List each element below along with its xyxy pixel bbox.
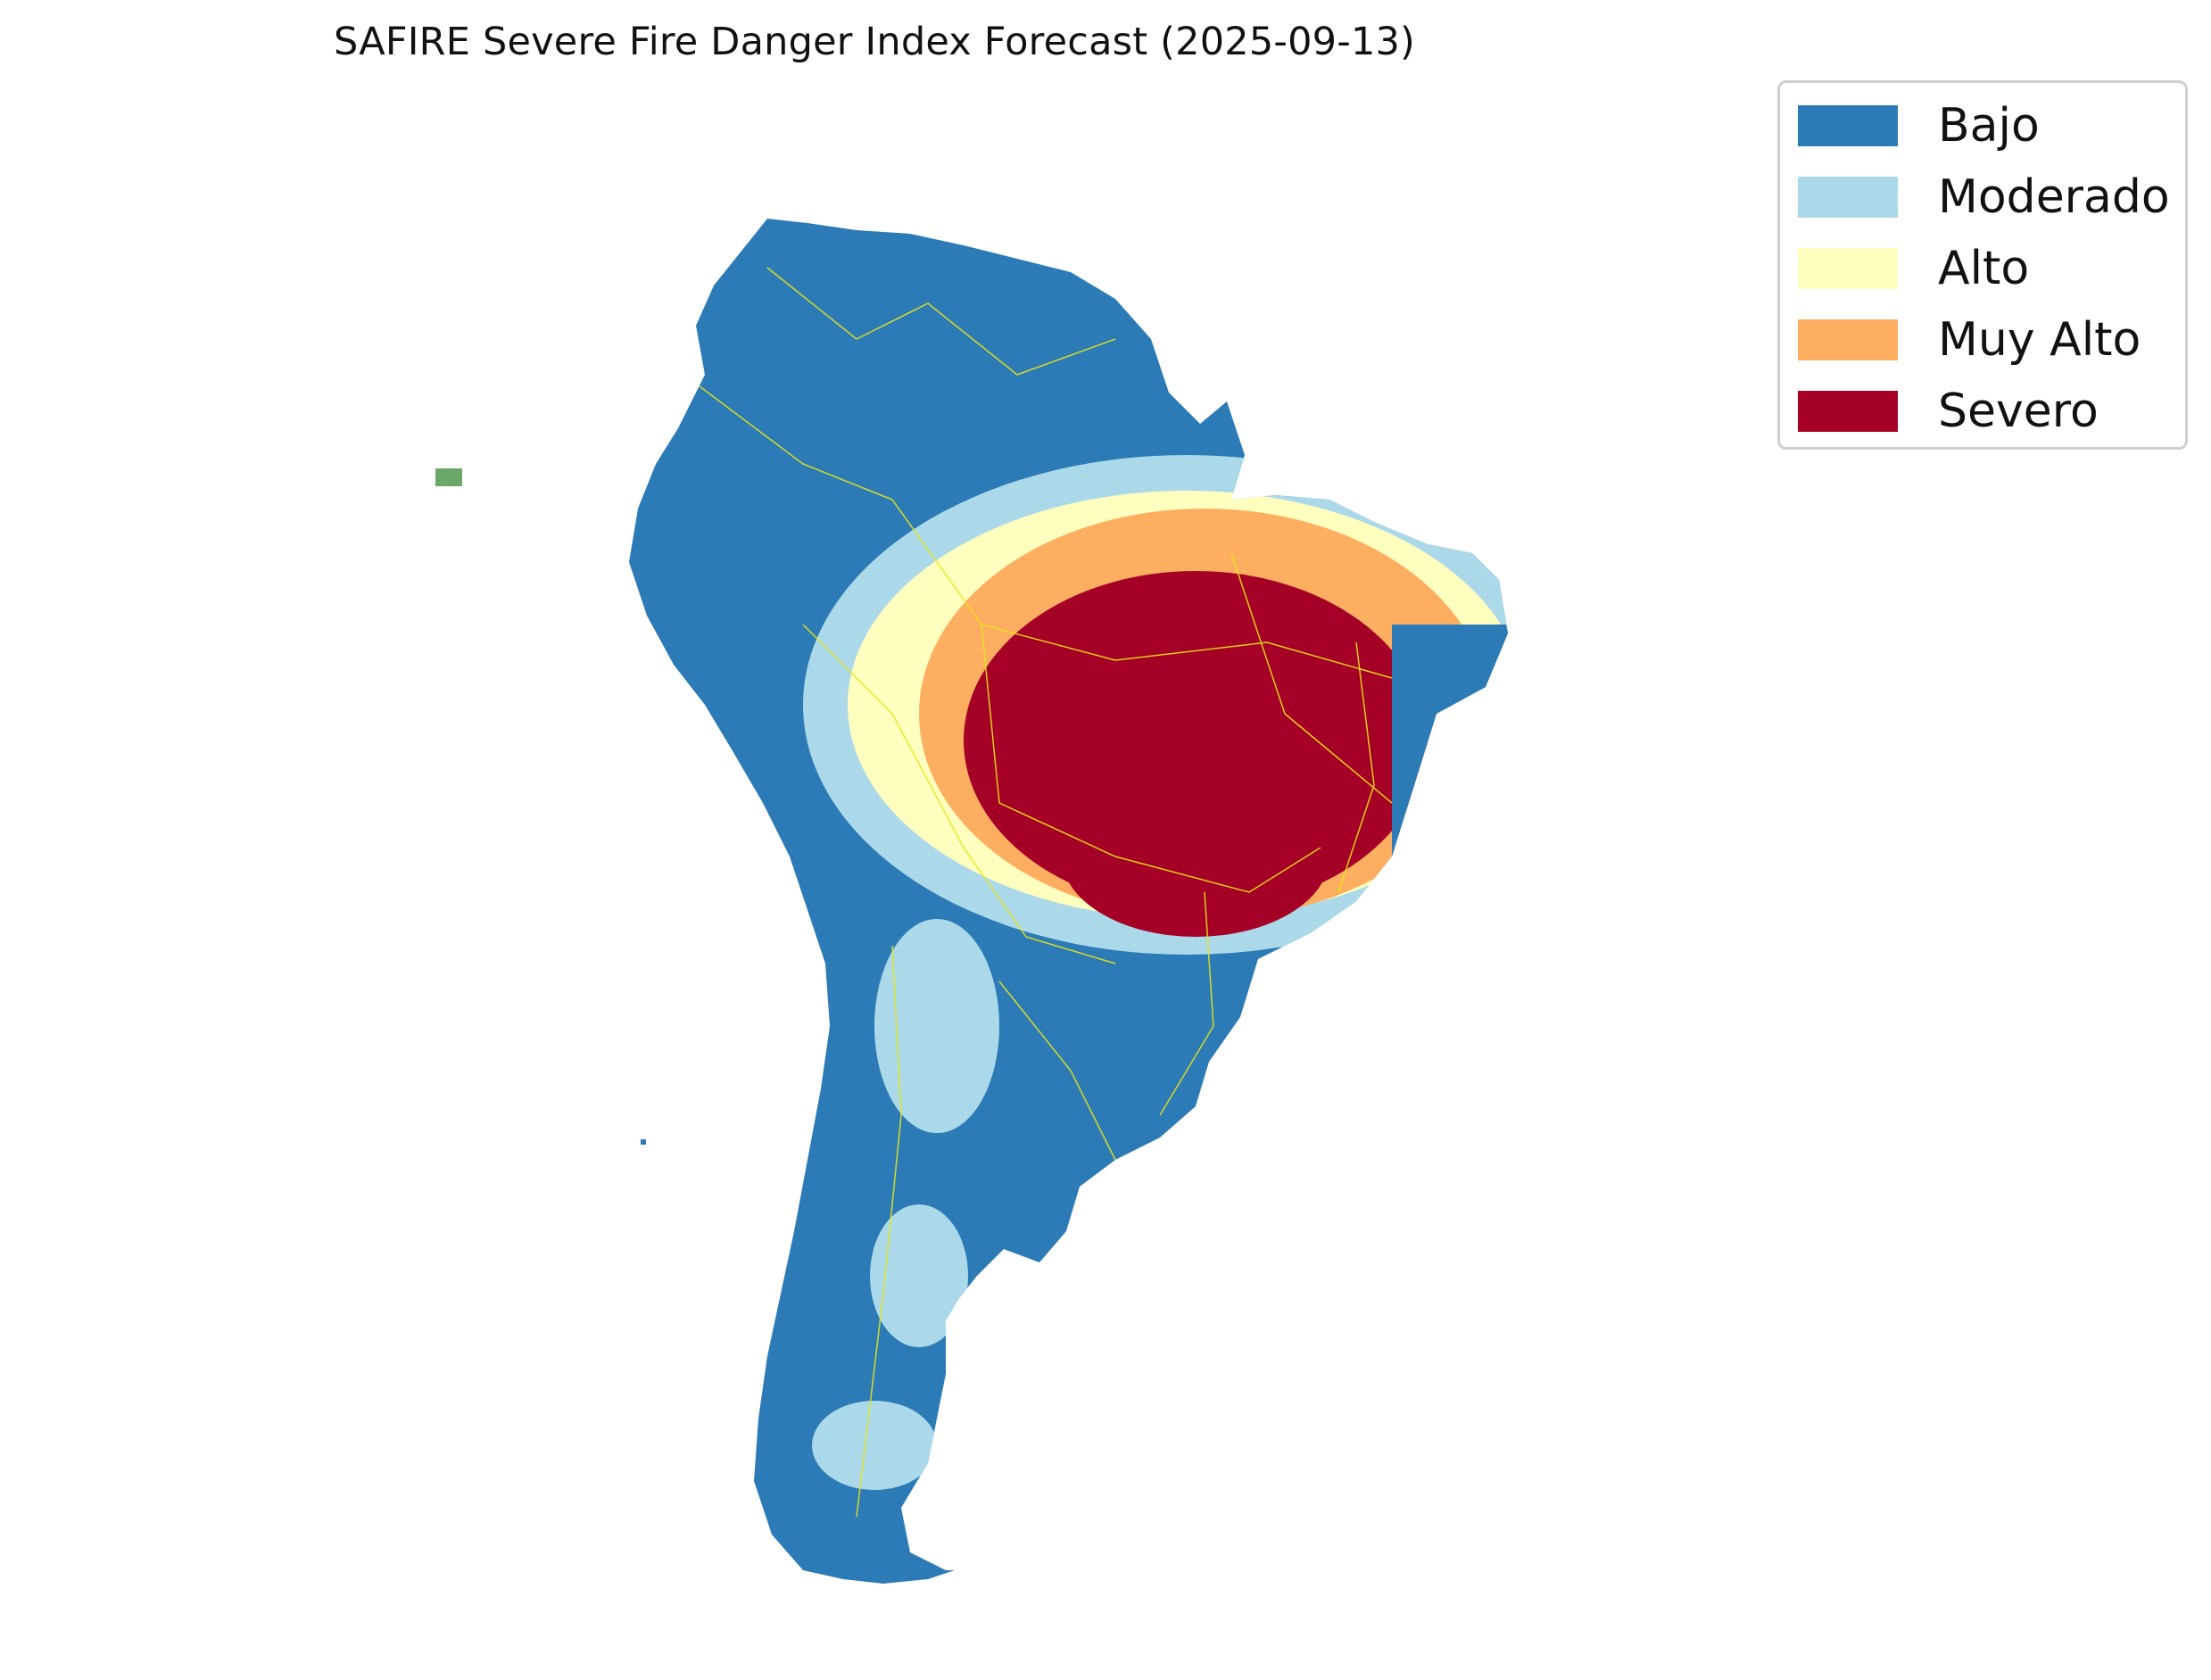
legend-item-severo: Severo bbox=[1798, 385, 2099, 438]
small-island bbox=[641, 1139, 646, 1145]
legend-item-bajo: Bajo bbox=[1798, 99, 2040, 153]
legend-label-bajo: Bajo bbox=[1938, 99, 2040, 153]
legend-swatch-moderado bbox=[1798, 177, 1898, 218]
moderado-zone-chaco bbox=[874, 919, 999, 1133]
map-title: SAFIRE Severe Fire Danger Index Forecast… bbox=[333, 20, 1416, 64]
legend-swatch-alto bbox=[1798, 248, 1898, 289]
legend-label-muy-alto: Muy Alto bbox=[1938, 313, 2141, 367]
galapagos bbox=[435, 468, 462, 486]
bajo-coast-east bbox=[1392, 625, 1508, 999]
severo-zone-south bbox=[1062, 776, 1329, 937]
legend-label-severo: Severo bbox=[1938, 385, 2099, 438]
legend-item-muy-alto: Muy Alto bbox=[1798, 313, 2141, 367]
legend-item-alto: Alto bbox=[1798, 242, 2029, 295]
moderado-zone-south bbox=[812, 1401, 937, 1490]
legend-label-moderado: Moderado bbox=[1938, 170, 2170, 224]
border-lines bbox=[695, 267, 1393, 1518]
legend-label-alto: Alto bbox=[1938, 242, 2030, 295]
legend: Bajo Moderado Alto Muy Alto Severo bbox=[1777, 80, 2188, 450]
legend-item-moderado: Moderado bbox=[1798, 170, 2170, 224]
legend-swatch-muy-alto bbox=[1798, 319, 1898, 360]
moderado-zone-patagonia bbox=[870, 1204, 968, 1347]
legend-swatch-bajo bbox=[1798, 105, 1898, 146]
islands bbox=[435, 468, 646, 1145]
legend-swatch-severo bbox=[1798, 391, 1898, 432]
